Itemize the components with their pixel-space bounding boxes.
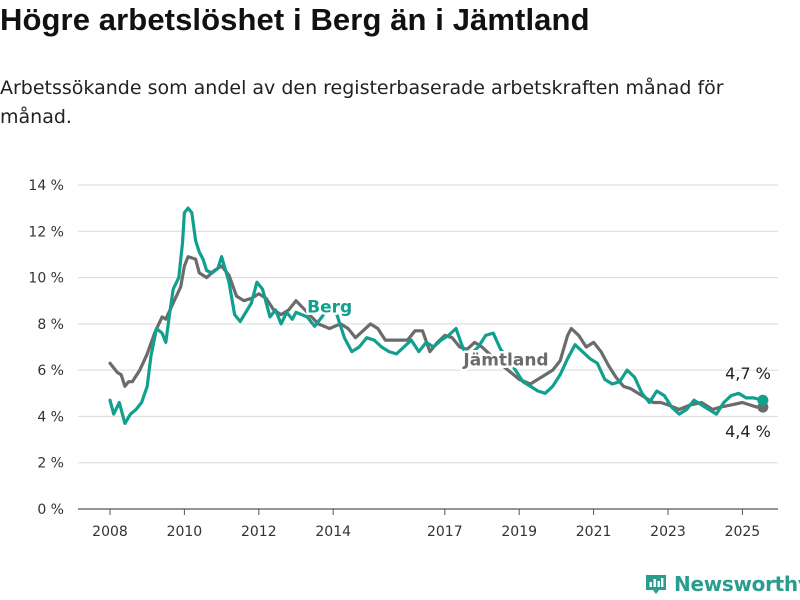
series-group [108,206,769,425]
x-tick-label: 2017 [427,524,463,540]
y-tick-label: 10 % [28,271,64,287]
series-label: Berg [307,297,352,317]
x-tick-label: 2010 [167,524,203,540]
x-tick-label: 2014 [315,524,351,540]
series-label: Jämtland [462,351,548,371]
page-title: Högre arbetslöshet i Berg än i Jämtland [0,2,590,37]
series-end-label: 4,4 % [725,422,771,441]
series-line-jmtland [108,255,765,412]
series-end-point [757,394,769,406]
brand-logo: Newsworthy [644,569,800,599]
y-axis-ticks: 0 % 2 % 4 % 6 % 8 % 10 % 12 % 14 % [28,178,64,518]
y-tick-label: 2 % [37,456,64,472]
y-tick-label: 12 % [28,224,64,240]
x-tick-label: 2023 [650,524,686,540]
bar-chart-icon [646,575,666,594]
y-tick-label: 14 % [28,178,64,194]
y-tick-label: 6 % [37,363,64,379]
series-line-berg [108,206,765,425]
x-tick-label: 2025 [725,524,761,540]
brand-name: Newsworthy [674,572,800,596]
y-tick-label: 8 % [37,317,64,333]
page-subtitle: Arbetssökande som andel av den registerb… [0,77,724,128]
x-tick-label: 2019 [501,524,537,540]
y-tick-label: 0 % [37,502,64,518]
x-tick-label: 2021 [576,524,612,540]
series-label-halo: Berg [307,297,352,317]
x-axis: 2008 2010 2012 2014 2017 2019 2021 2023 2025 [92,509,760,540]
y-tick-label: 4 % [37,409,64,425]
series-end-label: 4,7 % [725,364,771,383]
x-tick-label: 2008 [92,524,128,540]
x-tick-label: 2012 [241,524,277,540]
series-label-halo: Jämtland [462,351,548,371]
